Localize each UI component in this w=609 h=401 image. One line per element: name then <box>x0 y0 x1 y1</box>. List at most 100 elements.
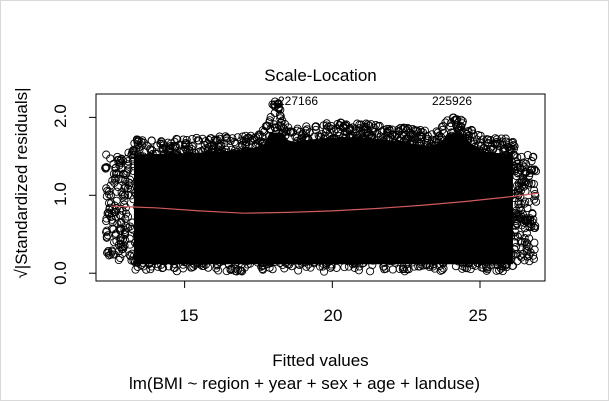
residual-point <box>129 166 138 176</box>
residual-point <box>128 218 137 227</box>
residual-point <box>134 140 143 149</box>
residual-point <box>242 147 251 156</box>
residual-point <box>217 222 226 231</box>
x-tick-label-15: 15 <box>179 306 199 325</box>
residual-point <box>188 165 197 174</box>
residual-point <box>479 181 488 190</box>
residual-point <box>237 151 246 160</box>
residual-point <box>322 139 331 148</box>
residual-point <box>448 225 457 234</box>
residual-point <box>516 164 525 173</box>
residual-point <box>399 162 408 171</box>
residual-point <box>475 221 485 230</box>
residual-point <box>298 200 307 209</box>
residual-point <box>435 161 444 170</box>
residual-point <box>510 237 519 247</box>
residual-point <box>276 253 285 262</box>
residual-point <box>456 244 465 253</box>
residual-point <box>295 222 304 231</box>
residual-point <box>189 141 198 150</box>
residual-point <box>309 186 319 195</box>
residual-point <box>158 169 167 178</box>
residual-point <box>190 193 199 202</box>
residual-point <box>134 250 143 259</box>
residual-point <box>167 139 176 148</box>
residual-point <box>469 252 478 262</box>
residual-point <box>492 209 501 219</box>
residual-point <box>344 139 353 148</box>
residual-point <box>462 208 471 217</box>
residual-point <box>281 258 290 267</box>
residual-point <box>194 147 203 156</box>
residual-point <box>526 165 535 175</box>
residual-point <box>522 241 531 250</box>
residual-point <box>443 161 452 170</box>
chart-title: Scale-Location <box>264 66 377 85</box>
residual-point <box>484 139 493 148</box>
residual-point <box>211 252 220 261</box>
residual-point <box>427 130 437 139</box>
residual-point <box>521 197 530 206</box>
residual-point <box>434 138 443 147</box>
residual-point <box>380 206 389 215</box>
residual-point <box>165 148 174 157</box>
residual-point <box>243 134 253 143</box>
residual-point <box>497 134 506 143</box>
residual-point <box>276 105 285 114</box>
residual-point <box>229 149 238 158</box>
residual-point <box>315 153 324 162</box>
residual-point <box>235 229 244 238</box>
residual-point <box>183 170 192 179</box>
residual-point <box>233 133 242 142</box>
residual-point <box>419 146 428 155</box>
residual-point <box>486 260 496 270</box>
residual-point <box>115 210 124 219</box>
residual-point <box>522 168 531 177</box>
residual-point <box>347 218 356 227</box>
residual-point <box>321 165 330 174</box>
residual-point <box>170 245 179 255</box>
residual-point <box>367 255 376 264</box>
residual-point <box>492 192 501 202</box>
residual-point <box>253 229 262 238</box>
residual-point <box>532 197 541 206</box>
residual-point <box>366 137 375 146</box>
residual-point <box>237 206 247 215</box>
residual-point <box>113 219 122 228</box>
residual-point <box>390 138 400 148</box>
residual-point <box>385 233 394 243</box>
residual-point <box>513 249 522 258</box>
residual-point <box>418 206 427 215</box>
residual-point <box>527 157 536 166</box>
residual-point <box>102 216 111 226</box>
residual-point <box>428 219 437 228</box>
residual-point <box>327 124 336 133</box>
residual-point <box>172 214 181 223</box>
residual-point <box>295 213 304 222</box>
residual-point <box>316 262 325 271</box>
residual-point <box>144 169 153 178</box>
residual-point <box>376 233 385 243</box>
residual-point <box>448 161 457 170</box>
residual-point <box>155 180 164 189</box>
residual-point <box>216 148 225 157</box>
residual-point <box>301 217 310 226</box>
residual-point <box>300 150 310 159</box>
residual-point <box>226 249 235 258</box>
residual-point <box>428 180 437 189</box>
residual-point <box>453 122 462 131</box>
residual-point <box>531 167 541 176</box>
residual-point <box>162 248 171 257</box>
residual-point <box>166 219 175 228</box>
residual-point <box>514 200 523 209</box>
residual-point <box>508 137 517 146</box>
residual-point <box>213 237 223 246</box>
residual-point <box>373 142 382 151</box>
residual-point <box>342 205 351 214</box>
residual-point <box>387 130 397 140</box>
residual-point <box>351 153 360 163</box>
residual-point <box>270 257 279 266</box>
residual-point <box>205 240 214 249</box>
residual-point <box>432 135 441 144</box>
residual-point <box>270 159 279 168</box>
